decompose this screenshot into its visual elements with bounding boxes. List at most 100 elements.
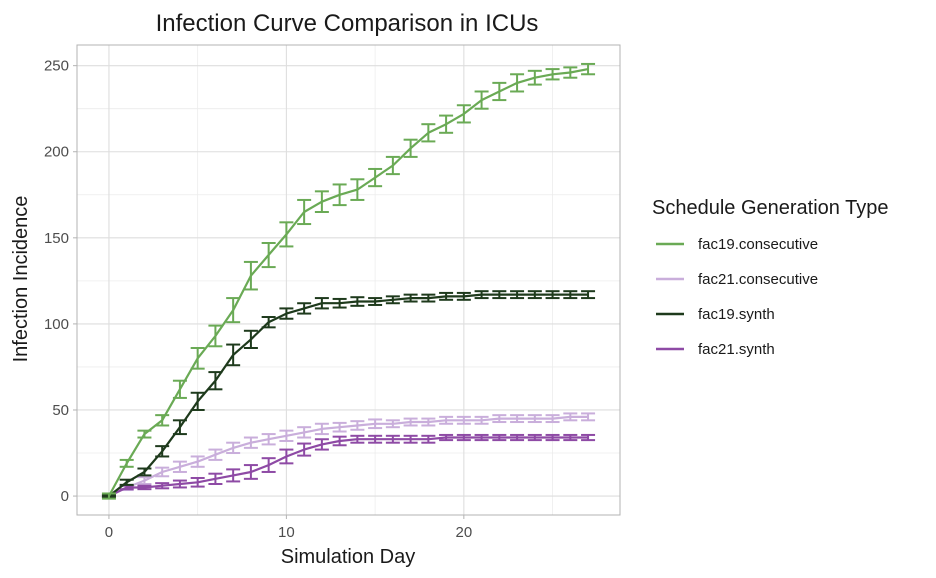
series-line — [108, 436, 589, 498]
error-bar — [474, 90, 489, 110]
y-tick-label: 50 — [52, 402, 69, 419]
error-bar — [368, 167, 383, 188]
legend-label: fac19.synth — [698, 306, 775, 323]
error-bar — [368, 434, 383, 444]
error-bar — [190, 391, 205, 411]
error-bar — [261, 241, 276, 269]
error-bar — [350, 434, 365, 444]
error-bar — [581, 433, 596, 442]
error-bar — [439, 433, 454, 442]
error-bar — [545, 290, 560, 300]
error-bar — [510, 414, 525, 424]
error-bar — [190, 476, 205, 488]
y-tick-label: 100 — [44, 316, 69, 333]
error-bar — [190, 455, 205, 468]
error-bar — [208, 371, 223, 391]
y-tick-label: 200 — [44, 144, 69, 161]
error-bar — [243, 464, 258, 480]
error-bar — [243, 329, 258, 350]
error-bar — [563, 433, 578, 442]
legend-label: fac19.consecutive — [698, 236, 818, 253]
error-bar — [297, 302, 312, 315]
error-bar — [155, 445, 170, 458]
error-bar — [226, 441, 241, 455]
series-line — [107, 68, 589, 497]
error-bar — [119, 478, 134, 486]
error-bar — [421, 434, 436, 444]
chart-title: Infection Curve Comparison in ICUs — [156, 10, 539, 37]
error-bar — [563, 412, 578, 422]
error-bar — [510, 433, 525, 442]
error-bar — [119, 458, 134, 468]
error-bar — [510, 73, 525, 93]
error-bar — [527, 433, 542, 442]
error-bar — [226, 297, 241, 324]
error-bar — [243, 260, 258, 291]
y-axis-title: Infection Incidence — [10, 196, 32, 363]
error-bar — [527, 290, 542, 300]
error-bar — [208, 324, 223, 348]
y-tick-label: 150 — [44, 230, 69, 247]
error-bar — [403, 417, 418, 427]
error-bar — [261, 316, 276, 329]
error-bar — [474, 415, 489, 425]
error-bar — [137, 484, 152, 491]
legend-title: Schedule Generation Type — [652, 197, 888, 219]
error-bar — [439, 291, 454, 301]
error-bar — [456, 291, 471, 301]
error-bar — [243, 436, 258, 449]
error-bar — [279, 307, 294, 320]
legend-item: fac19.synth — [656, 306, 775, 323]
error-bar — [279, 221, 294, 248]
error-bar — [314, 190, 329, 213]
series-fac19-consecutive — [101, 62, 596, 500]
error-bar — [403, 293, 418, 303]
legend-label: fac21.synth — [698, 341, 775, 358]
error-bar — [545, 414, 560, 424]
error-bar — [421, 293, 436, 303]
legend-item: fac21.consecutive — [656, 271, 818, 288]
series-layer — [101, 62, 596, 500]
error-bar — [474, 433, 489, 442]
error-bar — [581, 290, 596, 300]
error-bar — [297, 442, 312, 457]
error-bar — [172, 419, 187, 436]
x-tick-label: 20 — [455, 524, 472, 541]
error-bar — [314, 422, 329, 436]
error-bar — [297, 198, 312, 226]
error-bar — [563, 290, 578, 300]
y-tick-label: 250 — [44, 58, 69, 75]
error-bar — [581, 62, 596, 76]
legend-item: fac19.consecutive — [656, 236, 818, 253]
y-axis: 0 50 100 150 200 250 — [44, 58, 77, 505]
series-fac21-synth — [101, 433, 596, 498]
error-bar — [226, 468, 241, 483]
error-bar — [563, 66, 578, 79]
error-bar — [314, 297, 329, 310]
error-bar — [137, 467, 152, 477]
error-bar — [385, 419, 400, 429]
error-bar — [172, 460, 187, 473]
x-tick-label: 10 — [278, 524, 295, 541]
error-bar — [332, 435, 347, 447]
error-bar — [332, 421, 347, 433]
x-tick-label: 0 — [105, 524, 113, 541]
error-bar — [421, 123, 436, 143]
legend-item: fac21.synth — [656, 341, 775, 358]
error-bar — [527, 414, 542, 424]
error-bar — [279, 448, 294, 465]
error-bar — [101, 492, 116, 500]
error-bar — [279, 429, 294, 442]
error-bar — [545, 433, 560, 442]
series-line — [108, 293, 589, 497]
error-bar — [403, 434, 418, 444]
error-bar — [172, 479, 187, 489]
x-axis: 0 10 20 — [105, 515, 472, 541]
error-bar — [456, 415, 471, 425]
error-bar — [350, 178, 365, 201]
error-bar — [368, 418, 383, 430]
error-bar — [155, 414, 170, 427]
error-bar — [492, 414, 507, 424]
error-bar — [492, 290, 507, 300]
